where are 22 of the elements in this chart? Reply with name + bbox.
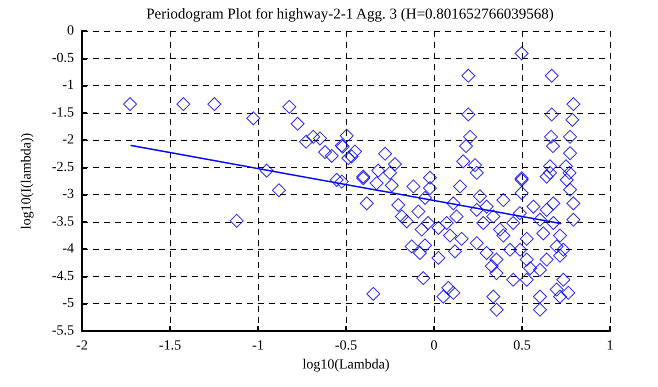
y-tick-label: -5 bbox=[62, 296, 74, 312]
y-tick-label: -0.5 bbox=[52, 50, 74, 66]
y-axis-title: log10(I(lambda)) bbox=[20, 132, 34, 230]
chart-title: Periodogram Plot for highway-2-1 Agg. 3 (H=0.801652766039568) bbox=[146, 6, 554, 22]
x-tick-label: 0 bbox=[430, 338, 438, 354]
y-tick-label: -2 bbox=[62, 132, 74, 148]
y-tick-label: -3 bbox=[62, 187, 74, 202]
x-tick-label: 0.5 bbox=[513, 338, 531, 354]
y-tick-label: -4.5 bbox=[52, 268, 74, 284]
y-tick-label: -3.5 bbox=[52, 214, 74, 230]
y-tick-label: -5.5 bbox=[52, 324, 74, 338]
y-tick-label: -1.5 bbox=[52, 105, 74, 120]
y-tick-label: -4 bbox=[62, 242, 74, 257]
x-tick-label: -1 bbox=[252, 338, 264, 354]
x-tick-label: 1 bbox=[606, 338, 614, 354]
y-tick-label: 0 bbox=[67, 24, 74, 38]
x-axis-title: log10(Lambda) bbox=[302, 357, 390, 372]
y-tick-label: -2.5 bbox=[52, 160, 74, 175]
y-tick-label: -1 bbox=[62, 78, 74, 94]
x-tick-label: -2 bbox=[76, 338, 88, 354]
x-tick-label: -0.5 bbox=[334, 338, 358, 354]
x-tick-label: -1.5 bbox=[158, 338, 182, 354]
